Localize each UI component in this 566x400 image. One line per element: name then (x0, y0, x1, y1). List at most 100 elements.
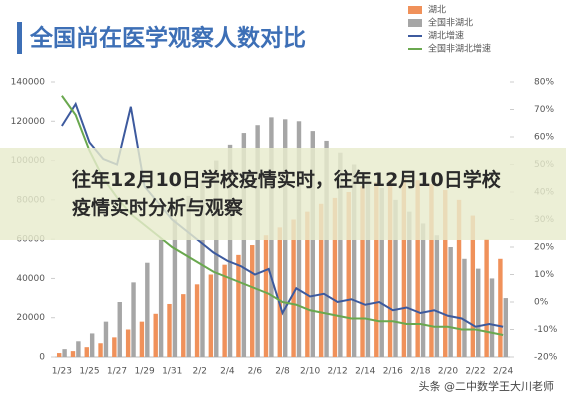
title-accent (17, 22, 22, 54)
bar (236, 254, 241, 357)
bar (84, 347, 89, 357)
bar (194, 284, 200, 357)
bar (139, 321, 145, 357)
bar (332, 197, 338, 357)
y2-tick-label: 60% (534, 133, 554, 143)
x-tick-label: 2/16 (383, 367, 403, 377)
bar (365, 176, 371, 357)
bar (255, 125, 260, 357)
x-tick-label: 2/22 (465, 367, 485, 377)
bar (103, 321, 109, 357)
bar (503, 298, 509, 357)
bar (250, 245, 255, 357)
bar (434, 235, 440, 357)
bar (263, 235, 269, 357)
bar (318, 203, 324, 357)
x-tick-label: 2/4 (220, 367, 235, 377)
bar (89, 333, 95, 357)
bar (241, 133, 247, 357)
bar (98, 343, 103, 357)
bar (351, 164, 357, 357)
bar (291, 219, 296, 357)
x-tick-label: 1/29 (135, 367, 155, 377)
bar (181, 294, 186, 357)
bar (324, 140, 329, 357)
bar (117, 302, 122, 357)
bar (498, 258, 503, 357)
y2-tick-label: -10% (534, 325, 558, 335)
bar (222, 264, 227, 357)
bar (158, 239, 164, 357)
y2-tick-label: 80% (534, 78, 554, 88)
x-tick-label: 1/23 (52, 367, 72, 377)
bar (131, 282, 136, 357)
x-tick-label: 1/25 (79, 367, 99, 377)
x-tick-label: 2/6 (248, 367, 263, 377)
bar (456, 199, 462, 357)
x-tick-label: 2/2 (193, 367, 207, 377)
bar (310, 131, 315, 357)
bar (360, 186, 365, 357)
bar (415, 180, 420, 357)
x-tick-label: 2/8 (275, 367, 290, 377)
x-tick-label: 2/18 (410, 367, 430, 377)
bar (448, 247, 453, 357)
bar (374, 182, 379, 357)
bar (393, 199, 398, 357)
x-tick-label: 2/10 (300, 367, 320, 377)
bar (145, 262, 150, 357)
bar (305, 211, 310, 357)
y-tick-label: 0 (39, 353, 45, 363)
y2-tick-label: 0% (534, 298, 549, 308)
bar (56, 353, 62, 357)
bar (186, 195, 191, 357)
bar (62, 349, 67, 357)
y-tick-label: 140000 (11, 78, 46, 88)
bar (112, 337, 117, 357)
bar (208, 274, 214, 357)
legend-swatch (408, 6, 422, 14)
x-tick-label: 1/31 (162, 367, 182, 377)
legend-swatch (408, 19, 422, 27)
line (61, 101, 504, 328)
bar (227, 144, 233, 357)
y-tick-label: 40000 (16, 274, 45, 284)
bar (443, 190, 448, 357)
legend-label: 全国非湖北 (428, 17, 473, 29)
x-tick-label: 1/27 (107, 367, 127, 377)
bar (338, 152, 343, 357)
bar (420, 223, 426, 357)
bar (489, 278, 495, 357)
x-tick-label: 2/14 (355, 367, 375, 377)
bar (462, 258, 467, 357)
y2-tick-label: 20% (534, 243, 554, 253)
y-tick-label: 20000 (16, 313, 45, 323)
bar (200, 180, 205, 357)
bar (470, 215, 476, 357)
bar (125, 329, 131, 357)
bar (476, 268, 481, 357)
chart-title: 全国尚在医学观察人数对比 (29, 25, 306, 52)
x-tick-label: 2/12 (328, 367, 348, 377)
y2-tick-label: 70% (534, 105, 554, 115)
legend-label: 湖北 (428, 5, 446, 16)
legend-label: 湖北增速 (428, 30, 464, 42)
bar (70, 351, 76, 357)
legend-label: 全国非湖北增速 (428, 43, 491, 55)
bar (429, 184, 434, 357)
bar (484, 239, 489, 357)
bar (167, 303, 172, 357)
y2-tick-label: -20% (534, 353, 558, 363)
x-tick-label: 2/24 (493, 367, 513, 377)
bar (172, 219, 178, 357)
bar (346, 192, 351, 357)
overlay-band: 往年12月10日学校疫情实时，往年12月10日学校疫情实时分析与观察 (0, 148, 566, 240)
bar (277, 227, 282, 357)
bar (407, 211, 412, 357)
y-tick-label: 120000 (11, 117, 46, 127)
bar (214, 160, 219, 357)
bar (387, 180, 393, 357)
watermark: 头条 @二中数学王大川老师 (418, 380, 555, 393)
y2-tick-label: 10% (534, 270, 554, 280)
